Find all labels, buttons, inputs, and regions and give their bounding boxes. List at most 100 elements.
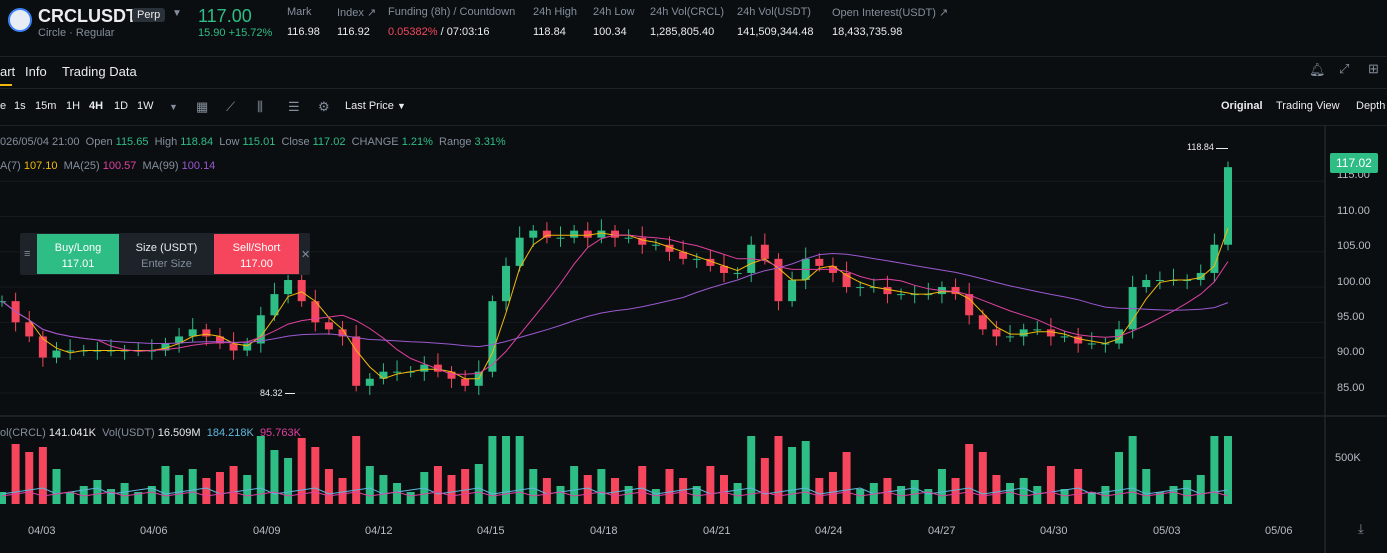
candle-body xyxy=(461,378,470,386)
close-icon[interactable]: ✕ xyxy=(301,249,311,261)
sell-short-button[interactable]: Sell/Short 117.00 xyxy=(214,234,299,274)
symbol-title[interactable]: CRCLUSDT xyxy=(38,6,137,26)
volume-bar xyxy=(978,452,987,504)
y-tick: 110.00 xyxy=(1337,205,1370,217)
candle-body xyxy=(1046,329,1055,337)
x-tick: 04/09 xyxy=(253,525,281,537)
volume-bar xyxy=(1101,486,1110,504)
chart-grid xyxy=(0,180,1325,394)
y-tick: 105.00 xyxy=(1337,240,1371,252)
volume-bar xyxy=(0,492,6,504)
ma-line xyxy=(1,234,1229,375)
ohlc-high: 118.84 xyxy=(180,136,214,148)
price-type-select[interactable]: Last Price ▼ xyxy=(345,100,406,112)
chevron-down-icon[interactable]: ▼ xyxy=(172,8,182,19)
calendar-icon[interactable]: ▦ xyxy=(196,99,209,114)
interval-more-icon[interactable]: ▼ xyxy=(169,102,178,112)
ma99-label: MA(99) xyxy=(142,160,179,172)
candle-body xyxy=(25,322,34,337)
scroll-to-end-icon[interactable]: ⤓ xyxy=(1358,521,1364,536)
candle-body xyxy=(978,315,987,330)
ohlc-open: 115.65 xyxy=(115,136,149,148)
bell-icon[interactable]: 🔔︎ xyxy=(1309,62,1326,77)
interval-1h[interactable]: 1H xyxy=(66,100,81,112)
volume-bar xyxy=(842,452,851,504)
expand-icon[interactable]: ⤢ xyxy=(1339,61,1350,76)
tab-chart[interactable]: art xyxy=(0,64,16,79)
interval-1d[interactable]: 1D xyxy=(114,100,129,112)
volume-bar xyxy=(774,436,783,504)
interval-15m[interactable]: 15m xyxy=(35,100,57,112)
settings-list-icon[interactable]: ☰ xyxy=(288,99,300,114)
candle-body xyxy=(324,322,333,330)
volume-bar xyxy=(406,492,415,504)
grid-icon[interactable]: ⊞ xyxy=(1368,61,1379,76)
candle-body xyxy=(719,265,728,273)
interval-time[interactable]: e xyxy=(0,100,7,112)
candle-body xyxy=(570,230,579,238)
candle-body xyxy=(910,294,919,296)
candle-body xyxy=(52,350,61,358)
toolbar-divider xyxy=(0,125,1387,126)
price-change: 15.90 +15.72% xyxy=(198,27,273,39)
volume-bar xyxy=(1115,452,1124,504)
candle-body xyxy=(420,364,429,372)
volume-bar xyxy=(202,478,211,504)
candle-type-icon[interactable]: ⫼ xyxy=(257,99,263,114)
candle-body xyxy=(1033,329,1042,331)
stat-funding-value: 0.05382% / 07:03:16 xyxy=(388,26,490,38)
volume-bar xyxy=(597,469,606,504)
stat-oi-label[interactable]: Open Interest(USDT) ↗ xyxy=(832,7,949,19)
stat-index-label[interactable]: Index ↗ xyxy=(337,7,377,19)
candle-body xyxy=(624,237,633,239)
volume-bar xyxy=(897,486,906,504)
volume-bar xyxy=(747,436,756,504)
view-depth[interactable]: Depth xyxy=(1356,100,1386,112)
buy-long-button[interactable]: Buy/Long 117.01 xyxy=(37,234,119,274)
interval-1s[interactable]: 1s xyxy=(14,100,26,112)
size-input[interactable]: Size (USDT) Enter Size xyxy=(120,234,213,274)
header-bar: CRCLUSDT Perp ▼ Circle · Regular 117.00 … xyxy=(0,0,1387,57)
candle-body xyxy=(992,329,1001,337)
interval-1w[interactable]: 1W xyxy=(137,100,154,112)
tab-info[interactable]: Info xyxy=(25,64,47,79)
volume-bar xyxy=(733,483,742,504)
vol-ma1-value: 184.218K xyxy=(206,427,254,439)
gear-icon[interactable]: ⚙ xyxy=(318,99,330,114)
ohlc-change-label: CHANGE xyxy=(351,136,399,148)
view-tradingview[interactable]: Trading View xyxy=(1276,100,1340,112)
indicator-icon[interactable]: ⟋ xyxy=(226,99,236,114)
candle-body xyxy=(38,336,47,358)
volume-bar xyxy=(706,466,715,504)
candle-body xyxy=(651,244,660,246)
candle-body xyxy=(774,258,783,302)
stat-low-label: 24h Low xyxy=(593,6,635,18)
view-original[interactable]: Original xyxy=(1221,100,1263,112)
interval-4h[interactable]: 4H xyxy=(89,100,104,112)
volume-bar xyxy=(719,475,728,504)
x-tick: 04/18 xyxy=(590,525,618,537)
volume-bar xyxy=(638,466,647,504)
volume-bar xyxy=(611,478,619,504)
candle-body xyxy=(706,258,715,266)
candle-body xyxy=(638,237,647,245)
drag-handle-icon[interactable]: ≡ xyxy=(24,248,31,260)
vol-ma-line xyxy=(1,491,1229,497)
chart-canvas[interactable] xyxy=(0,126,1387,553)
volume-bar xyxy=(556,486,565,504)
volume-bar xyxy=(297,438,306,504)
volume-bar xyxy=(624,486,633,504)
volume-axis-label: 500K xyxy=(1335,452,1361,464)
candle-body xyxy=(1210,244,1219,273)
ma7-label: A(7) xyxy=(0,160,21,172)
volume-bar xyxy=(1128,436,1137,504)
candle-body xyxy=(66,350,75,352)
tab-trading-data[interactable]: Trading Data xyxy=(62,64,137,79)
volume-bar xyxy=(1087,492,1096,504)
volume-bar xyxy=(393,483,402,504)
volume-bar xyxy=(937,469,946,504)
candle-body xyxy=(433,364,442,372)
sell-price: 117.00 xyxy=(240,258,273,270)
tab-chart-underline xyxy=(0,84,12,86)
candle-body xyxy=(447,371,456,379)
